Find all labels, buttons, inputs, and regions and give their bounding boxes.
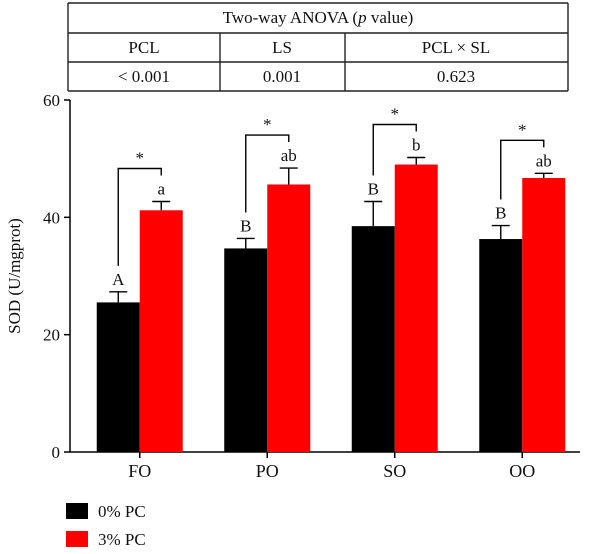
bar-control bbox=[96, 302, 140, 452]
x-tick-label: SO bbox=[383, 461, 406, 481]
y-tick-label: 20 bbox=[43, 326, 60, 345]
comparison-bracket bbox=[500, 139, 545, 200]
significance-letter: b bbox=[412, 135, 421, 154]
anova-value-ls: 0.001 bbox=[263, 67, 301, 86]
significance-letter: a bbox=[157, 179, 165, 198]
y-ticks: 0 20 40 60 bbox=[43, 91, 70, 462]
anova-table: Two-way ANOVA (p value) PCL LS PCL × SL … bbox=[67, 2, 569, 92]
bar-control bbox=[479, 239, 523, 452]
comparison-bracket bbox=[372, 123, 417, 176]
y-tick-label: 0 bbox=[52, 443, 61, 462]
legend: 0% PC 3% PC bbox=[66, 502, 146, 549]
bar-treatment bbox=[522, 178, 566, 452]
anova-header-ls: LS bbox=[272, 38, 292, 57]
significance-letter: A bbox=[112, 270, 125, 289]
anova-header-interaction: PCL × SL bbox=[422, 38, 490, 57]
legend-swatch bbox=[66, 531, 88, 547]
anova-value-pcl: < 0.001 bbox=[118, 67, 170, 86]
bar-control bbox=[351, 226, 395, 452]
significance-letter: B bbox=[495, 204, 506, 223]
anova-title: Two-way ANOVA (p value) bbox=[223, 8, 414, 27]
x-tick-label: OO bbox=[509, 461, 535, 481]
significance-letter: ab bbox=[536, 151, 552, 170]
comparison-star: * bbox=[518, 120, 527, 139]
bar-treatment bbox=[394, 164, 438, 453]
comparison-star: * bbox=[263, 115, 272, 134]
comparison-star: * bbox=[391, 104, 400, 123]
y-tick-label: 40 bbox=[43, 208, 60, 227]
y-tick-label: 60 bbox=[43, 91, 60, 110]
legend-label: 3% PC bbox=[98, 530, 146, 549]
y-axis-title: SOD (U/mgprot) bbox=[5, 218, 24, 334]
comparison-bracket bbox=[245, 134, 290, 213]
anova-value-interaction: 0.623 bbox=[437, 67, 475, 86]
comparison-star: * bbox=[136, 148, 145, 167]
bar-control bbox=[224, 248, 268, 452]
bar-treatment bbox=[267, 184, 311, 453]
error-bars bbox=[109, 156, 553, 303]
significance-letter: B bbox=[368, 179, 379, 198]
category-labels: FO PO SO OO bbox=[128, 452, 535, 481]
comparison-bracket bbox=[117, 167, 162, 266]
bars bbox=[96, 164, 566, 453]
significance-letter: B bbox=[240, 216, 251, 235]
x-tick-label: FO bbox=[128, 461, 151, 481]
legend-label: 0% PC bbox=[98, 502, 146, 521]
significance-letter: ab bbox=[281, 146, 297, 165]
x-tick-label: PO bbox=[256, 461, 279, 481]
legend-swatch bbox=[66, 503, 88, 519]
anova-header-pcl: PCL bbox=[128, 38, 159, 57]
bar-treatment bbox=[139, 210, 183, 452]
significance-annotations: Aa * Bab * Bb * Bab * bbox=[112, 104, 552, 288]
